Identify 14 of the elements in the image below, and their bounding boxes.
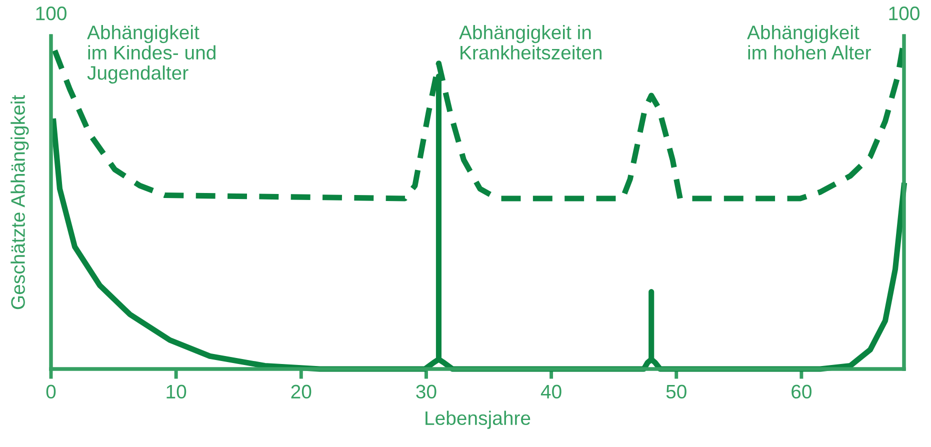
text: 100: [36, 6, 66, 20]
annotation: Abhängigkeit im Kindes- und Jugendalter: [87, 25, 216, 84]
x-tick-label: 60: [792, 384, 812, 399]
annotation: Abhängigkeit in Krankheitszeiten: [459, 25, 602, 60]
annotation: Abhängigkeit im hohen Alter: [747, 25, 871, 60]
x-tick-label: 0: [46, 384, 56, 399]
x-axis-title: Lebensjahre: [426, 410, 530, 429]
x-tick-label: 40: [540, 384, 562, 399]
x-tick-label: 20: [291, 384, 312, 399]
y-axis-title: Geschätzte Abhängigkeit: [10, 95, 29, 310]
text: 100: [889, 6, 920, 20]
x-tick-label: 50: [666, 384, 686, 399]
x-tick-label: 10: [166, 384, 186, 399]
x-tick-label: 30: [416, 384, 436, 399]
